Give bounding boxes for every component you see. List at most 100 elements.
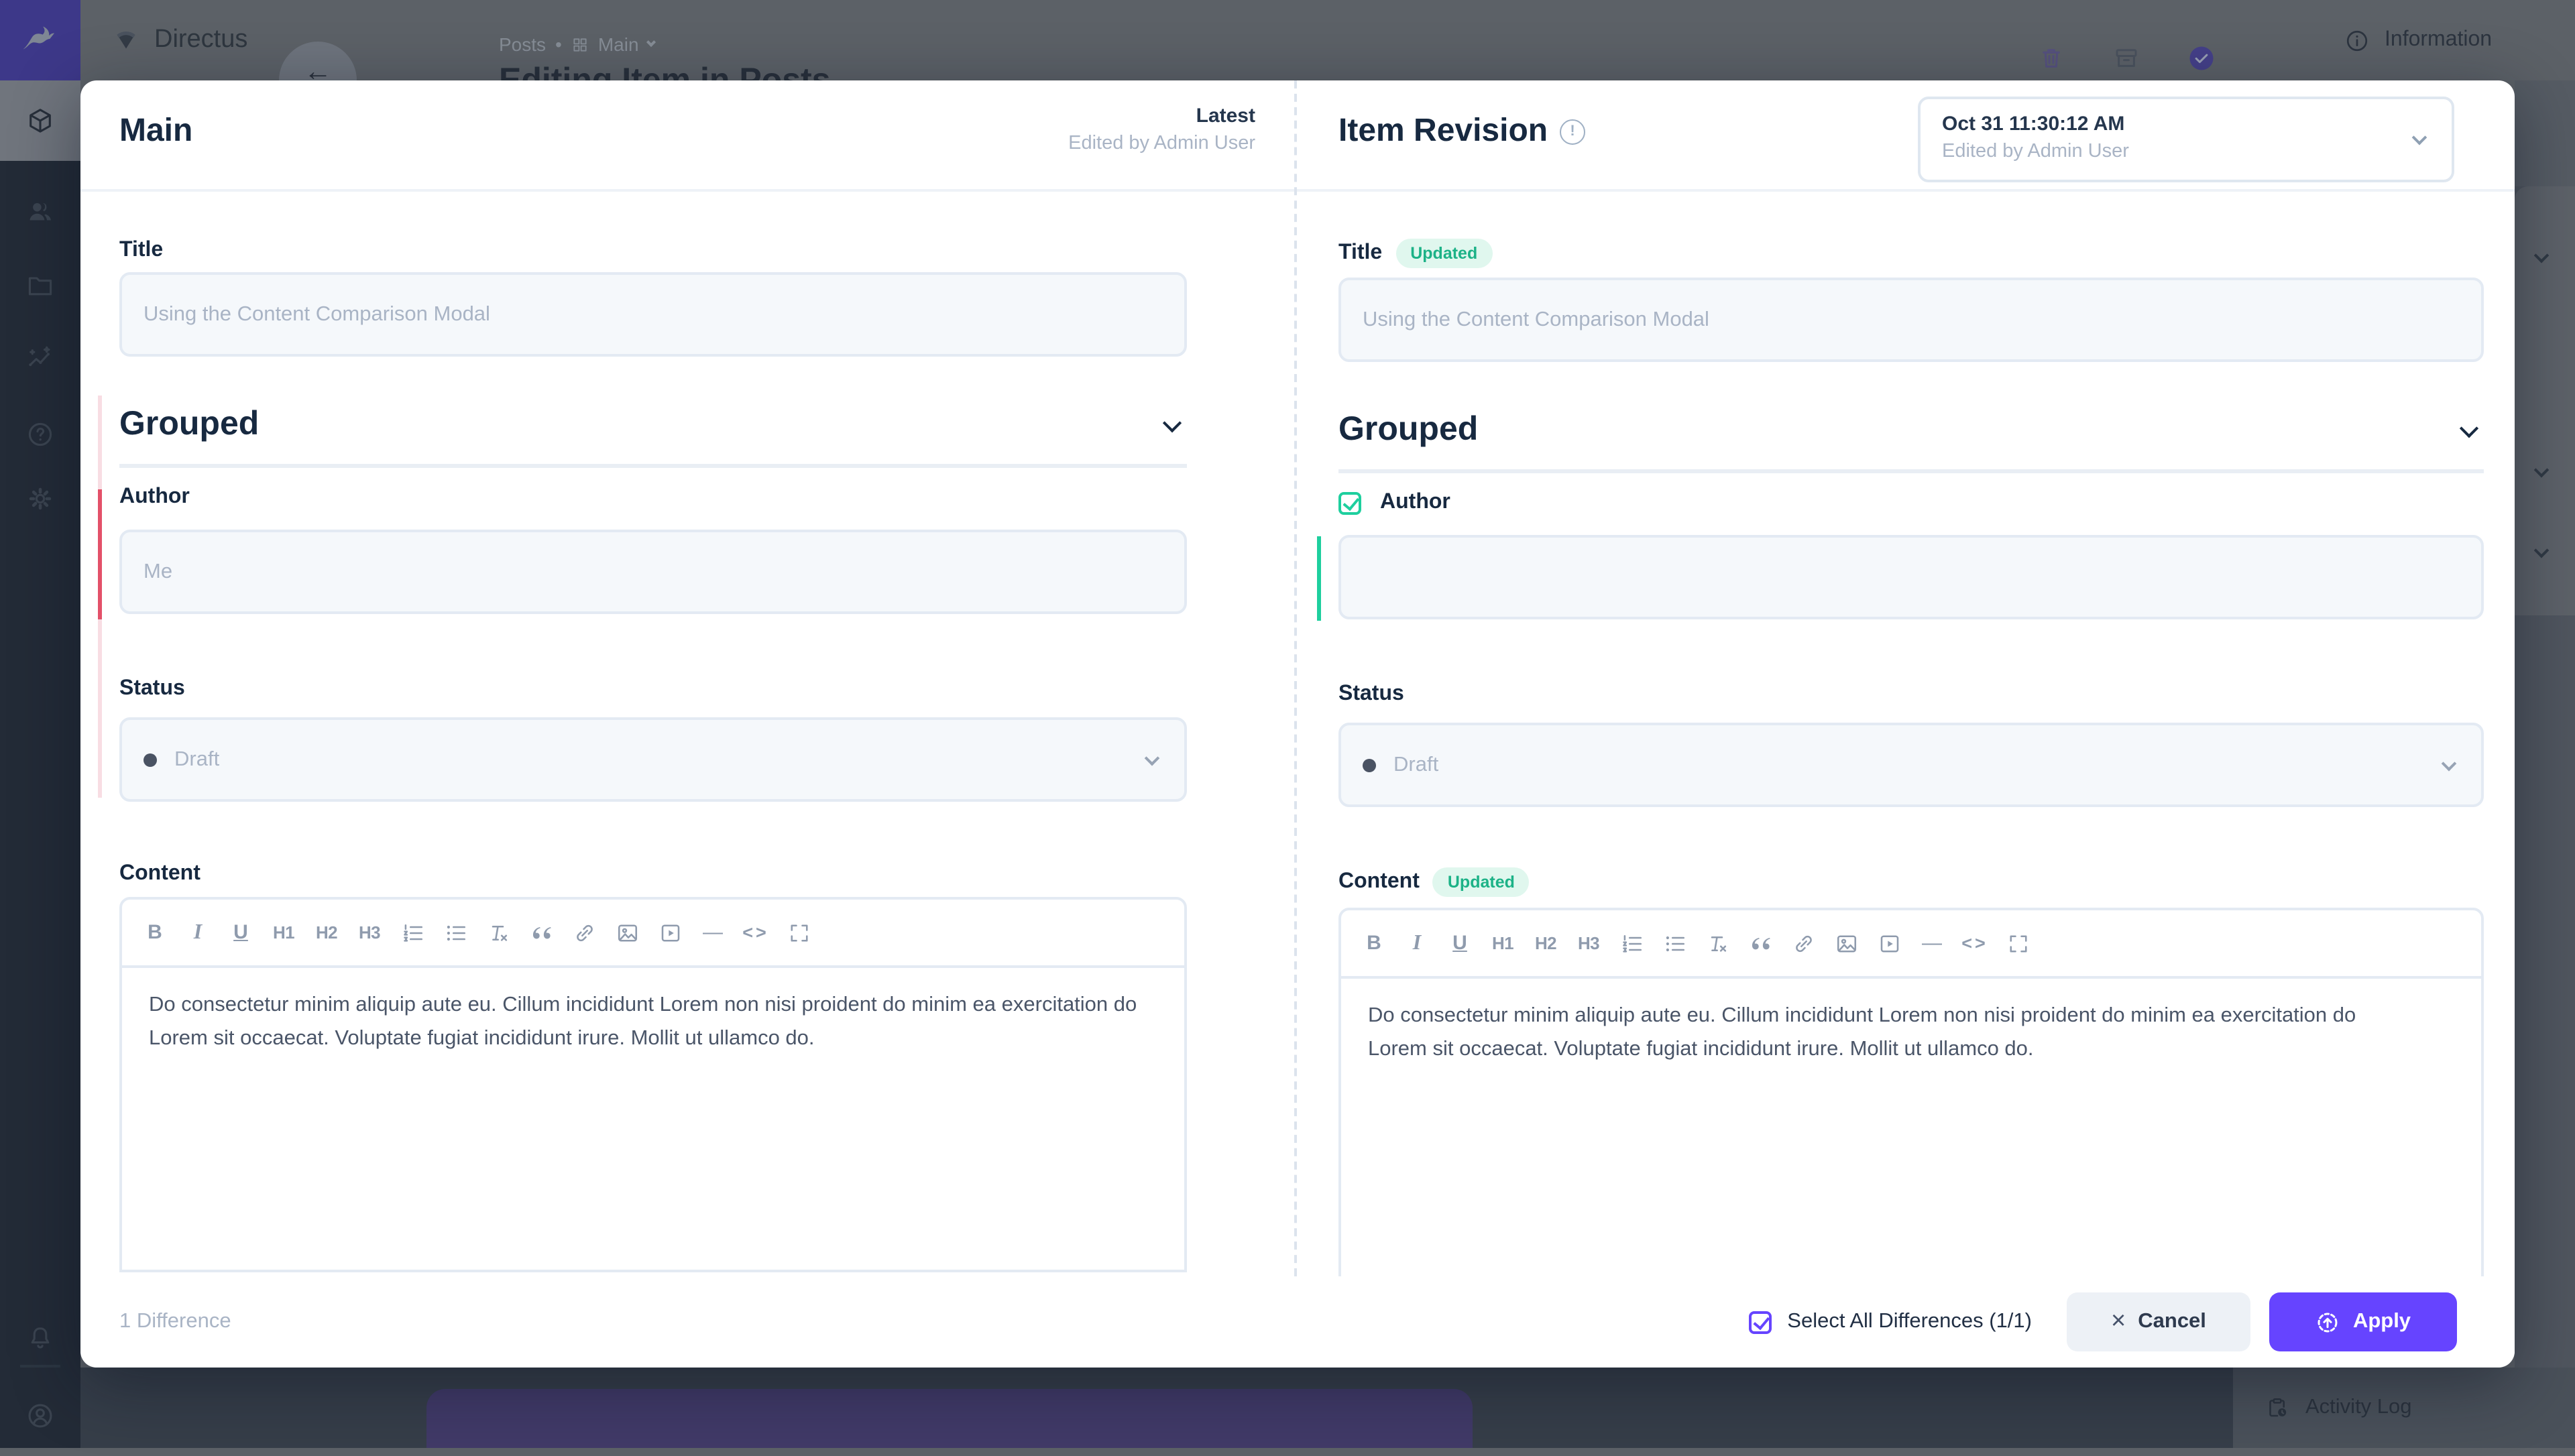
editor-body[interactable]: Do consectetur minim aliquip aute eu. Ci…	[119, 968, 1187, 1272]
revision-info-icon[interactable]: !	[1560, 119, 1586, 144]
post-preview-card	[426, 1389, 1473, 1448]
status-value: Draft	[174, 747, 220, 770]
toolbar-blockquote-icon[interactable]	[1745, 926, 1776, 961]
toolbar-h3-icon[interactable]: H3	[1577, 933, 1600, 953]
status-dot-icon	[1363, 758, 1376, 772]
cancel-button[interactable]: × Cancel	[2067, 1292, 2250, 1351]
revision-select[interactable]: Oct 31 11:30:12 AM Edited by Admin User	[1918, 97, 2454, 182]
toolbar-link-icon[interactable]	[1788, 926, 1819, 961]
toolbar-bullet-list-icon[interactable]	[440, 915, 471, 950]
toolbar-bullet-list-icon[interactable]	[1659, 926, 1690, 961]
chevron-down-icon[interactable]	[2459, 418, 2479, 438]
toolbar-code-icon[interactable]: <>	[742, 922, 769, 943]
group-header[interactable]: Grouped	[1338, 410, 2484, 449]
breadcrumb[interactable]: Posts • Main	[499, 34, 656, 55]
editor-toolbar: B I U H1 H2 H3 — <>	[1338, 908, 2484, 979]
toolbar-video-icon[interactable]	[654, 915, 685, 950]
group-title: Grouped	[119, 405, 260, 442]
toolbar-bold-icon[interactable]: B	[148, 921, 162, 944]
activity-log-icon	[2269, 1398, 2287, 1417]
field-title: Title Updated Using the Content Comparis…	[1338, 239, 2484, 362]
toolbar-italic-icon[interactable]: I	[193, 920, 203, 943]
toolbar-underline-icon[interactable]: U	[1452, 932, 1467, 955]
module-content[interactable]	[0, 80, 80, 161]
toolbar-ordered-list-icon[interactable]	[397, 915, 428, 950]
group-grouped: Grouped	[1338, 410, 2484, 473]
toolbar-clear-format-icon[interactable]	[1702, 926, 1733, 961]
toolbar-underline-icon[interactable]: U	[233, 921, 248, 944]
field-status: Status Draft	[1338, 682, 2484, 807]
toolbar-code-icon[interactable]: <>	[1961, 933, 1988, 953]
close-icon: ×	[2111, 1307, 2126, 1335]
rabbit-icon	[23, 26, 54, 50]
content-text: Do consectetur minim aliquip aute eu. Ci…	[149, 993, 1137, 1050]
changed-field-rail	[98, 489, 102, 619]
toolbar-link-icon[interactable]	[569, 915, 599, 950]
toolbar-image-icon[interactable]	[1831, 926, 1862, 961]
save-button[interactable]	[2173, 29, 2229, 80]
revision-time: Oct 31 11:30:12 AM	[1942, 113, 2125, 135]
module-user-directory[interactable]	[0, 172, 80, 252]
toolbar-image-icon[interactable]	[612, 915, 642, 950]
breadcrumb-collection[interactable]: Posts	[499, 34, 547, 55]
page-background-bottom	[80, 1368, 2515, 1448]
toolbar-clear-format-icon[interactable]	[483, 915, 514, 950]
chevron-down-icon[interactable]	[1162, 413, 1182, 432]
author-input[interactable]	[1338, 535, 2484, 619]
rich-text-editor: B I U H1 H2 H3 — <> Do consectetur minim aliqui…	[1338, 908, 2484, 1276]
toolbar-h2-icon[interactable]: H2	[1534, 933, 1557, 953]
toolbar-ordered-list-icon[interactable]	[1616, 926, 1647, 961]
toolbar-h1-icon[interactable]: H1	[272, 922, 295, 943]
toolbar-video-icon[interactable]	[1874, 926, 1904, 961]
status-select[interactable]: Draft	[119, 717, 1187, 802]
directus-logo[interactable]	[0, 0, 80, 80]
module-settings[interactable]	[0, 459, 80, 539]
breadcrumb-group[interactable]: Main	[597, 34, 639, 55]
toolbar-h3-icon[interactable]: H3	[358, 922, 381, 943]
delete-button[interactable]	[2022, 29, 2079, 80]
toolbar-horizontal-rule-icon[interactable]: —	[1922, 932, 1942, 955]
toolbar-h2-icon[interactable]: H2	[315, 922, 338, 943]
panel-main-heading: Main	[119, 113, 193, 149]
group-header[interactable]: Grouped	[119, 405, 1187, 444]
status-label: Status	[119, 677, 185, 700]
apply-button[interactable]: Apply	[2269, 1292, 2457, 1351]
module-bar	[0, 0, 80, 1448]
project-brand[interactable]: Directus	[113, 0, 247, 80]
author-diff-checkbox[interactable]	[1338, 491, 1361, 514]
account-button[interactable]	[0, 1376, 80, 1456]
status-select[interactable]: Draft	[1338, 723, 2484, 807]
group-grid-icon	[573, 38, 587, 51]
toolbar-horizontal-rule-icon[interactable]: —	[703, 921, 723, 944]
account-icon	[28, 1404, 52, 1428]
info-panel-header[interactable]: Information	[2344, 0, 2492, 80]
notifications-button[interactable]	[0, 1298, 80, 1378]
activity-log-section[interactable]: Activity Log	[2233, 1368, 2575, 1448]
back-button[interactable]: ←	[279, 42, 357, 80]
archive-button[interactable]	[2098, 29, 2154, 80]
updated-badge: Updated	[1432, 867, 1530, 897]
module-file-library[interactable]	[0, 245, 80, 326]
toolbar-italic-icon[interactable]: I	[1412, 931, 1422, 954]
author-label: Author	[119, 485, 190, 508]
field-author: Author	[1338, 491, 2484, 619]
author-label: Author	[1380, 491, 1450, 513]
select-all-checkbox[interactable]	[1748, 1311, 1772, 1333]
title-label: Title	[119, 239, 164, 261]
author-input[interactable]: Me	[119, 530, 1187, 614]
project-shield-icon	[117, 31, 135, 49]
toolbar-fullscreen-icon[interactable]	[783, 915, 814, 950]
title-input[interactable]: Using the Content Comparison Modal	[119, 272, 1187, 357]
module-help[interactable]	[0, 394, 80, 475]
toolbar-fullscreen-icon[interactable]	[2002, 926, 2033, 961]
group-divider	[1338, 469, 2484, 473]
updated-badge: Updated	[1395, 239, 1493, 268]
title-input[interactable]: Using the Content Comparison Modal	[1338, 278, 2484, 362]
cube-icon	[30, 109, 51, 133]
toolbar-h1-icon[interactable]: H1	[1491, 933, 1514, 953]
editor-body[interactable]: Do consectetur minim aliquip aute eu. Ci…	[1338, 979, 2484, 1276]
toolbar-bold-icon[interactable]: B	[1367, 932, 1381, 955]
toolbar-blockquote-icon[interactable]	[526, 915, 557, 950]
module-insights[interactable]	[0, 318, 80, 398]
